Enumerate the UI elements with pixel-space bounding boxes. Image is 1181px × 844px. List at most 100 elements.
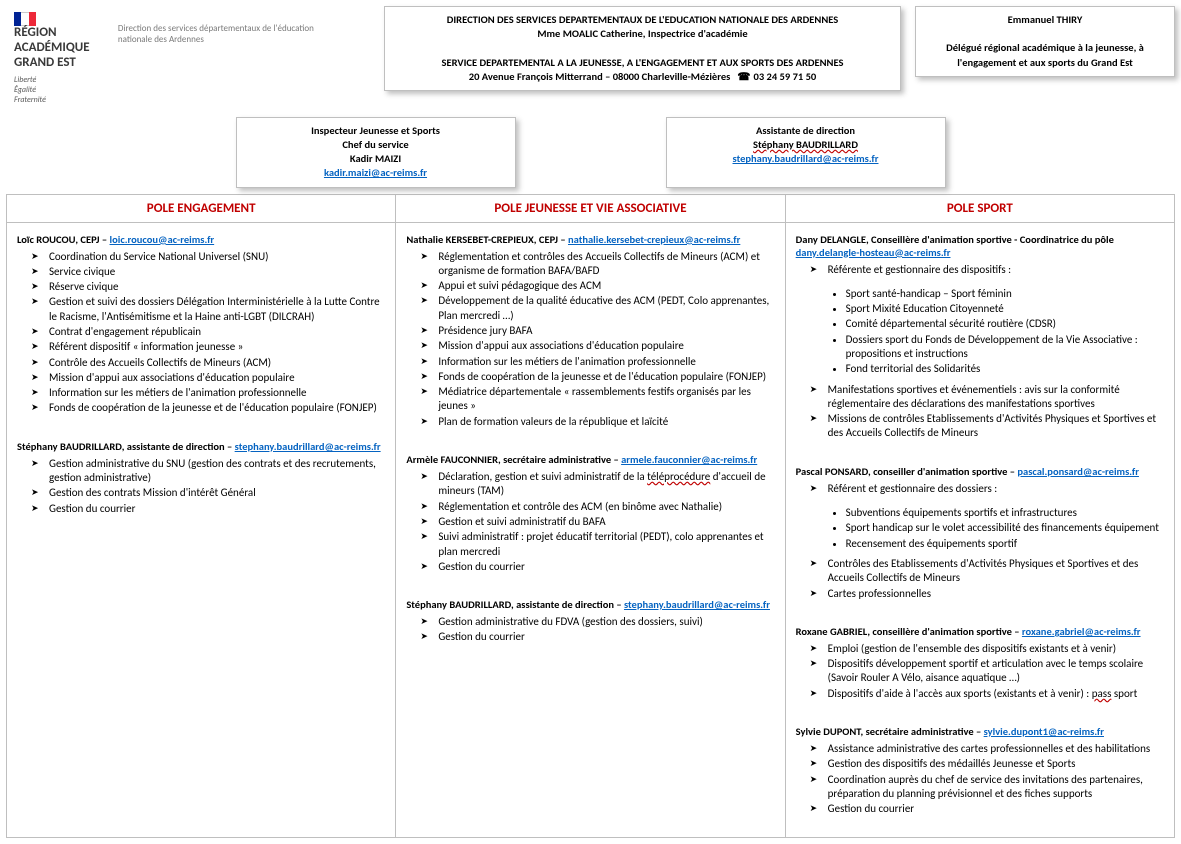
person-header: Roxane GABRIEL, conseillère d'animation … — [796, 625, 1164, 638]
task-item: Développement de la qualité éducative de… — [438, 294, 774, 323]
task-list: Assistance administrative des cartes pro… — [796, 742, 1164, 816]
task-list: Réglementation et contrôles des Accueils… — [406, 250, 774, 430]
task-list: Déclaration, gestion et suivi administra… — [406, 470, 774, 574]
person-header: Loïc ROUCOU, CEPJ – loic.roucou@ac-reims… — [17, 233, 385, 246]
task-item: Mission d'appui aux associations d'éduca… — [438, 339, 774, 353]
task-item: Gestion du courrier — [438, 560, 774, 574]
task-list: Contrôles des Etablissements d'Activités… — [796, 557, 1164, 601]
task-item: Référente et gestionnaire des dispositif… — [828, 263, 1164, 277]
email-link[interactable]: armele.fauconnier@ac-reims.fr — [621, 453, 757, 466]
col-engagement-header: POLE ENGAGEMENT — [7, 195, 395, 223]
sub-item: Dossiers sport du Fonds de Développement… — [846, 333, 1164, 362]
task-item: Référent dispositif « information jeunes… — [49, 340, 385, 354]
task-item: Contrôle des Accueils Collectifs de Mine… — [49, 356, 385, 370]
task-item: Cartes professionnelles — [828, 587, 1164, 601]
task-item: Appui et suivi pédagogique des ACM — [438, 279, 774, 293]
sub-header-row: Inspecteur Jeunesse et Sports Chef du se… — [6, 117, 1175, 188]
task-list: Gestion administrative du FDVA (gestion … — [406, 615, 774, 645]
inspector-role2: Chef du service — [342, 138, 408, 151]
col-sport-body: Dany DELANGLE, Conseillère d'animation s… — [786, 223, 1174, 837]
task-item: Contrôles des Etablissements d'Activités… — [828, 557, 1164, 586]
direction-name: Mme MOALIC Catherine, Inspectrice d'acad… — [537, 27, 747, 40]
col-sport-header: POLE SPORT — [786, 195, 1174, 223]
french-flag-icon — [14, 12, 36, 26]
sub-list: Sport santé-handicap – Sport fémininSpor… — [796, 287, 1164, 377]
task-item: Contrat d'engagement républicain — [49, 325, 385, 339]
task-item: Gestion administrative du SNU (gestion d… — [49, 457, 385, 486]
task-item: Gestion des dispositifs des médaillés Je… — [828, 757, 1164, 771]
task-item: Gestion du courrier — [828, 802, 1164, 816]
sub-item: Recensement des équipements sportif — [846, 537, 1164, 551]
email-link[interactable]: roxane.gabriel@ac-reims.fr — [1022, 625, 1141, 638]
task-item: Gestion du courrier — [438, 630, 774, 644]
phone-icon — [737, 70, 753, 83]
task-item: Dispositifs d'aide à l'accès aux sports … — [828, 687, 1164, 701]
assistant-role: Assistante de direction — [756, 124, 855, 137]
task-item: Déclaration, gestion et suivi administra… — [438, 470, 774, 499]
person-header: Pascal PONSARD, conseiller d'animation s… — [796, 465, 1164, 478]
task-item: Suivi administratif : projet éducatif te… — [438, 530, 774, 559]
person-header: Dany DELANGLE, Conseillère d'animation s… — [796, 233, 1164, 259]
task-item: Mission d'appui aux associations d'éduca… — [49, 371, 385, 385]
email-link[interactable]: sylvie.dupont1@ac-reims.fr — [984, 725, 1104, 738]
task-item: Emploi (gestion de l'ensemble des dispos… — [828, 642, 1164, 656]
person-name: Pascal PONSARD, conseiller d'animation s… — [796, 465, 1008, 478]
email-link[interactable]: nathalie.kersebet-crepieux@ac-reims.fr — [568, 233, 740, 246]
header-row: RÉGION ACADÉMIQUE GRAND EST Liberté Égal… — [6, 6, 1175, 111]
person-name: Armèle FAUCONNIER, secrétaire administra… — [406, 453, 611, 466]
email-link[interactable]: dany.delangle-hosteau@ac-reims.fr — [796, 246, 951, 259]
logo-box: RÉGION ACADÉMIQUE GRAND EST Liberté Égal… — [6, 6, 346, 111]
task-item: Information sur les métiers de l'animati… — [49, 386, 385, 400]
person-name: Stéphany BAUDRILLARD, assistante de dire… — [406, 598, 614, 611]
address: 20 Avenue François Mitterrand – 08000 Ch… — [469, 70, 731, 83]
task-item: Réserve civique — [49, 280, 385, 294]
person-name: Loïc ROUCOU, CEPJ — [17, 233, 100, 246]
sub-item: Sport santé-handicap – Sport féminin — [846, 287, 1164, 301]
col-jeunesse: POLE JEUNESSE ET VIE ASSOCIATIVE Nathali… — [396, 195, 785, 837]
delegate-box: Emmanuel THIRY Délégué régional académiq… — [915, 6, 1175, 77]
task-item: Réglementation et contrôles des Accueils… — [438, 250, 774, 279]
person-header: Stéphany BAUDRILLARD, assistante de dire… — [406, 598, 774, 611]
task-item: Fonds de coopération de la jeunesse et d… — [49, 401, 385, 415]
task-item: Gestion des contrats Mission d'intérêt G… — [49, 486, 385, 500]
sub-item: Sport handicap sur le volet accessibilit… — [846, 521, 1164, 535]
direction-box: DIRECTION DES SERVICES DEPARTEMENTAUX DE… — [384, 6, 901, 91]
task-item: Présidence jury BAFA — [438, 324, 774, 338]
col-engagement-body: Loïc ROUCOU, CEPJ – loic.roucou@ac-reims… — [7, 223, 395, 837]
task-item: Assistance administrative des cartes pro… — [828, 742, 1164, 756]
task-item: Référent et gestionnaire des dossiers : — [828, 482, 1164, 496]
service-title: SERVICE DEPARTEMENTAL A LA JEUNESSE, A L… — [442, 56, 844, 69]
task-item: Service civique — [49, 265, 385, 279]
logo-sub: Direction des services départementaux de… — [118, 12, 338, 46]
task-list: Référent et gestionnaire des dossiers : — [796, 482, 1164, 496]
task-item: Missions de contrôles Etablissements d'A… — [828, 412, 1164, 441]
sub-item: Subventions équipements sportifs et infr… — [846, 506, 1164, 520]
person-header: Nathalie KERSEBET-CREPIEUX, CEPJ – natha… — [406, 233, 774, 246]
email-link[interactable]: pascal.ponsard@ac-reims.fr — [1017, 465, 1139, 478]
direction-title: DIRECTION DES SERVICES DEPARTEMENTAUX DE… — [447, 13, 838, 26]
email-link[interactable]: stephany.baudrillard@ac-reims.fr — [624, 598, 770, 611]
assistant-email-link[interactable]: stephany.baudrillard@ac-reims.fr — [733, 152, 879, 165]
task-item: Fonds de coopération de la jeunesse et d… — [438, 370, 774, 384]
assistant-box: Assistante de direction Stéphany BAUDRIL… — [666, 117, 946, 188]
task-item: Gestion et suivi administratif du BAFA — [438, 515, 774, 529]
sub-item: Sport Mixité Education Citoyenneté — [846, 302, 1164, 316]
delegate-name: Emmanuel THIRY — [1008, 13, 1083, 26]
person-header: Armèle FAUCONNIER, secrétaire administra… — [406, 453, 774, 466]
inspector-box: Inspecteur Jeunesse et Sports Chef du se… — [236, 117, 516, 188]
inspector-email-link[interactable]: kadir.maizi@ac-reims.fr — [324, 166, 427, 179]
task-list: Coordination du Service National Univers… — [17, 250, 385, 416]
col-engagement: POLE ENGAGEMENT Loïc ROUCOU, CEPJ – loic… — [7, 195, 396, 837]
task-item: Gestion administrative du FDVA (gestion … — [438, 615, 774, 629]
person-header: Stéphany BAUDRILLARD, assistante de dire… — [17, 440, 385, 453]
task-item: Gestion et suivi des dossiers Délégation… — [49, 295, 385, 324]
assistant-name: Stéphany BAUDRILLARD — [753, 138, 858, 151]
task-item: Coordination auprès du chef de service d… — [828, 773, 1164, 802]
task-list: Emploi (gestion de l'ensemble des dispos… — [796, 642, 1164, 701]
task-item: Plan de formation valeurs de la républiq… — [438, 415, 774, 429]
task-item: Manifestations sportives et événementiel… — [828, 383, 1164, 412]
phone: 03 24 59 71 50 — [754, 70, 817, 83]
task-item: Information sur les métiers de l'animati… — [438, 355, 774, 369]
email-link[interactable]: stephany.baudrillard@ac-reims.fr — [235, 440, 381, 453]
email-link[interactable]: loic.roucou@ac-reims.fr — [110, 233, 215, 246]
